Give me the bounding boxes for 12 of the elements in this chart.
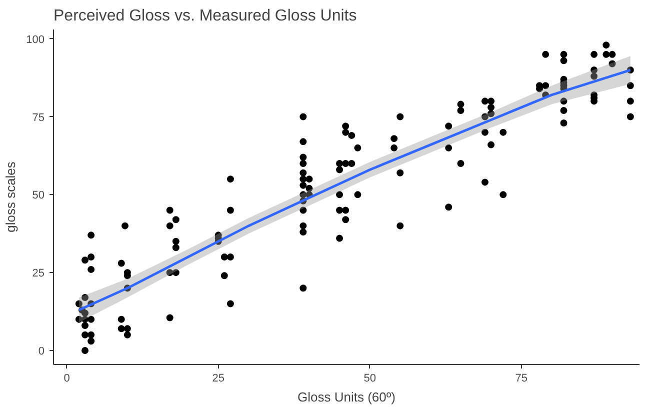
x-tick-label: 25 [212, 372, 224, 384]
x-tick-label: 50 [364, 372, 376, 384]
y-tick-label: 25 [32, 268, 45, 280]
x-axis-title: Gloss Units (60º) [298, 390, 396, 404]
y-tick-label: 0 [38, 345, 45, 358]
y-axis-title: gloss scales [3, 161, 18, 232]
x-tick-label: 0 [64, 372, 70, 384]
y-tick-label: 50 [32, 190, 45, 202]
y-tick-label: 75 [32, 112, 45, 124]
y-tick-label: 100 [26, 34, 45, 46]
chart-title: Perceived Gloss vs. Measured Gloss Units [54, 8, 357, 24]
x-tick-label: 75 [515, 372, 528, 384]
